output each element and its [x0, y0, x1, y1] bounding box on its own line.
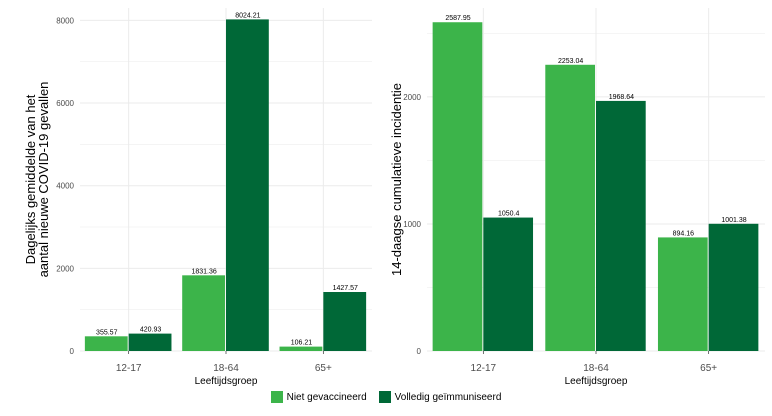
- right-data-label: 894.16: [673, 230, 695, 237]
- left-y-tick-label: 8000: [56, 16, 74, 25]
- left-bar: [182, 275, 225, 351]
- right-data-label: 1001.38: [721, 217, 746, 224]
- right-bar: [545, 64, 595, 352]
- left-y-tick-label: 6000: [56, 99, 74, 108]
- left-x-axis-title: Leeftijdsgroep: [195, 376, 258, 387]
- legend-swatch-niet-gevaccineerd: [270, 391, 283, 403]
- left-bar: [323, 292, 367, 351]
- left-bar: [84, 336, 128, 351]
- left-data-label: 420.93: [140, 327, 162, 334]
- left-bar: [226, 19, 269, 352]
- legend-label-volledig-geimmuniseerd: Volledig geïmmuniseerd: [394, 391, 502, 403]
- legend-item-niet-gevaccineerd: Niet gevaccineerd: [270, 391, 367, 403]
- right-bar: [432, 22, 483, 352]
- left-x-tick-label: 18-64: [213, 363, 239, 374]
- left-y-axis-title: Dagelijks gemiddelde van het: [23, 94, 38, 264]
- legend-item-volledig-geimmuniseerd: Volledig geïmmuniseerd: [378, 391, 502, 403]
- right-data-label: 2587.95: [445, 15, 470, 22]
- figure: 0 2000 4000 6000 8000 355.57 1831.36 106.21 420.…: [23, 8, 765, 387]
- left-x-tick-label: 65+: [315, 363, 332, 374]
- right-x-tick-label: 12-17: [471, 363, 497, 374]
- left-y-tick-label: 2000: [56, 264, 74, 273]
- left-y-axis-title: aantal nieuwe COVID-19 gevallen: [36, 82, 51, 278]
- right-x-tick-label: 18-64: [583, 363, 609, 374]
- left-y-tick-label: 4000: [56, 182, 74, 191]
- right-y-tick-label: 0: [417, 347, 422, 356]
- right-y-axis-title: 14-daagse cumulatieve incidentie: [389, 83, 404, 276]
- left-data-label: 1427.57: [333, 285, 358, 292]
- right-bar: [708, 223, 759, 351]
- right-bar: [657, 237, 708, 351]
- left-y-tick-label: 0: [70, 347, 75, 356]
- right-x-axis-title: Leeftijdsgroep: [565, 376, 628, 387]
- left-bar: [128, 333, 172, 351]
- left-data-label: 8024.21: [235, 12, 260, 19]
- right-data-label: 2253.04: [558, 58, 583, 65]
- right-x-tick-label: 65+: [700, 363, 717, 374]
- left-data-label: 355.57: [96, 329, 118, 336]
- left-bar: [279, 346, 323, 351]
- left-data-label: 106.21: [291, 340, 313, 347]
- right-y-tick-label: 1000: [403, 220, 421, 229]
- left-x-tick-label: 12-17: [116, 363, 142, 374]
- right-data-label: 1050.4: [498, 211, 520, 218]
- legend-swatch-volledig-geimmuniseerd: [378, 391, 391, 403]
- right-data-label: 1968.64: [609, 94, 634, 101]
- right-bar: [483, 217, 534, 351]
- legend-label-niet-gevaccineerd: Niet gevaccineerd: [286, 391, 367, 403]
- left-data-label: 1831.36: [191, 268, 216, 275]
- right-y-tick-label: 2000: [403, 93, 421, 102]
- right-bar: [596, 100, 646, 351]
- legend: Niet gevaccineerd Volledig geïmmuniseerd: [0, 391, 772, 403]
